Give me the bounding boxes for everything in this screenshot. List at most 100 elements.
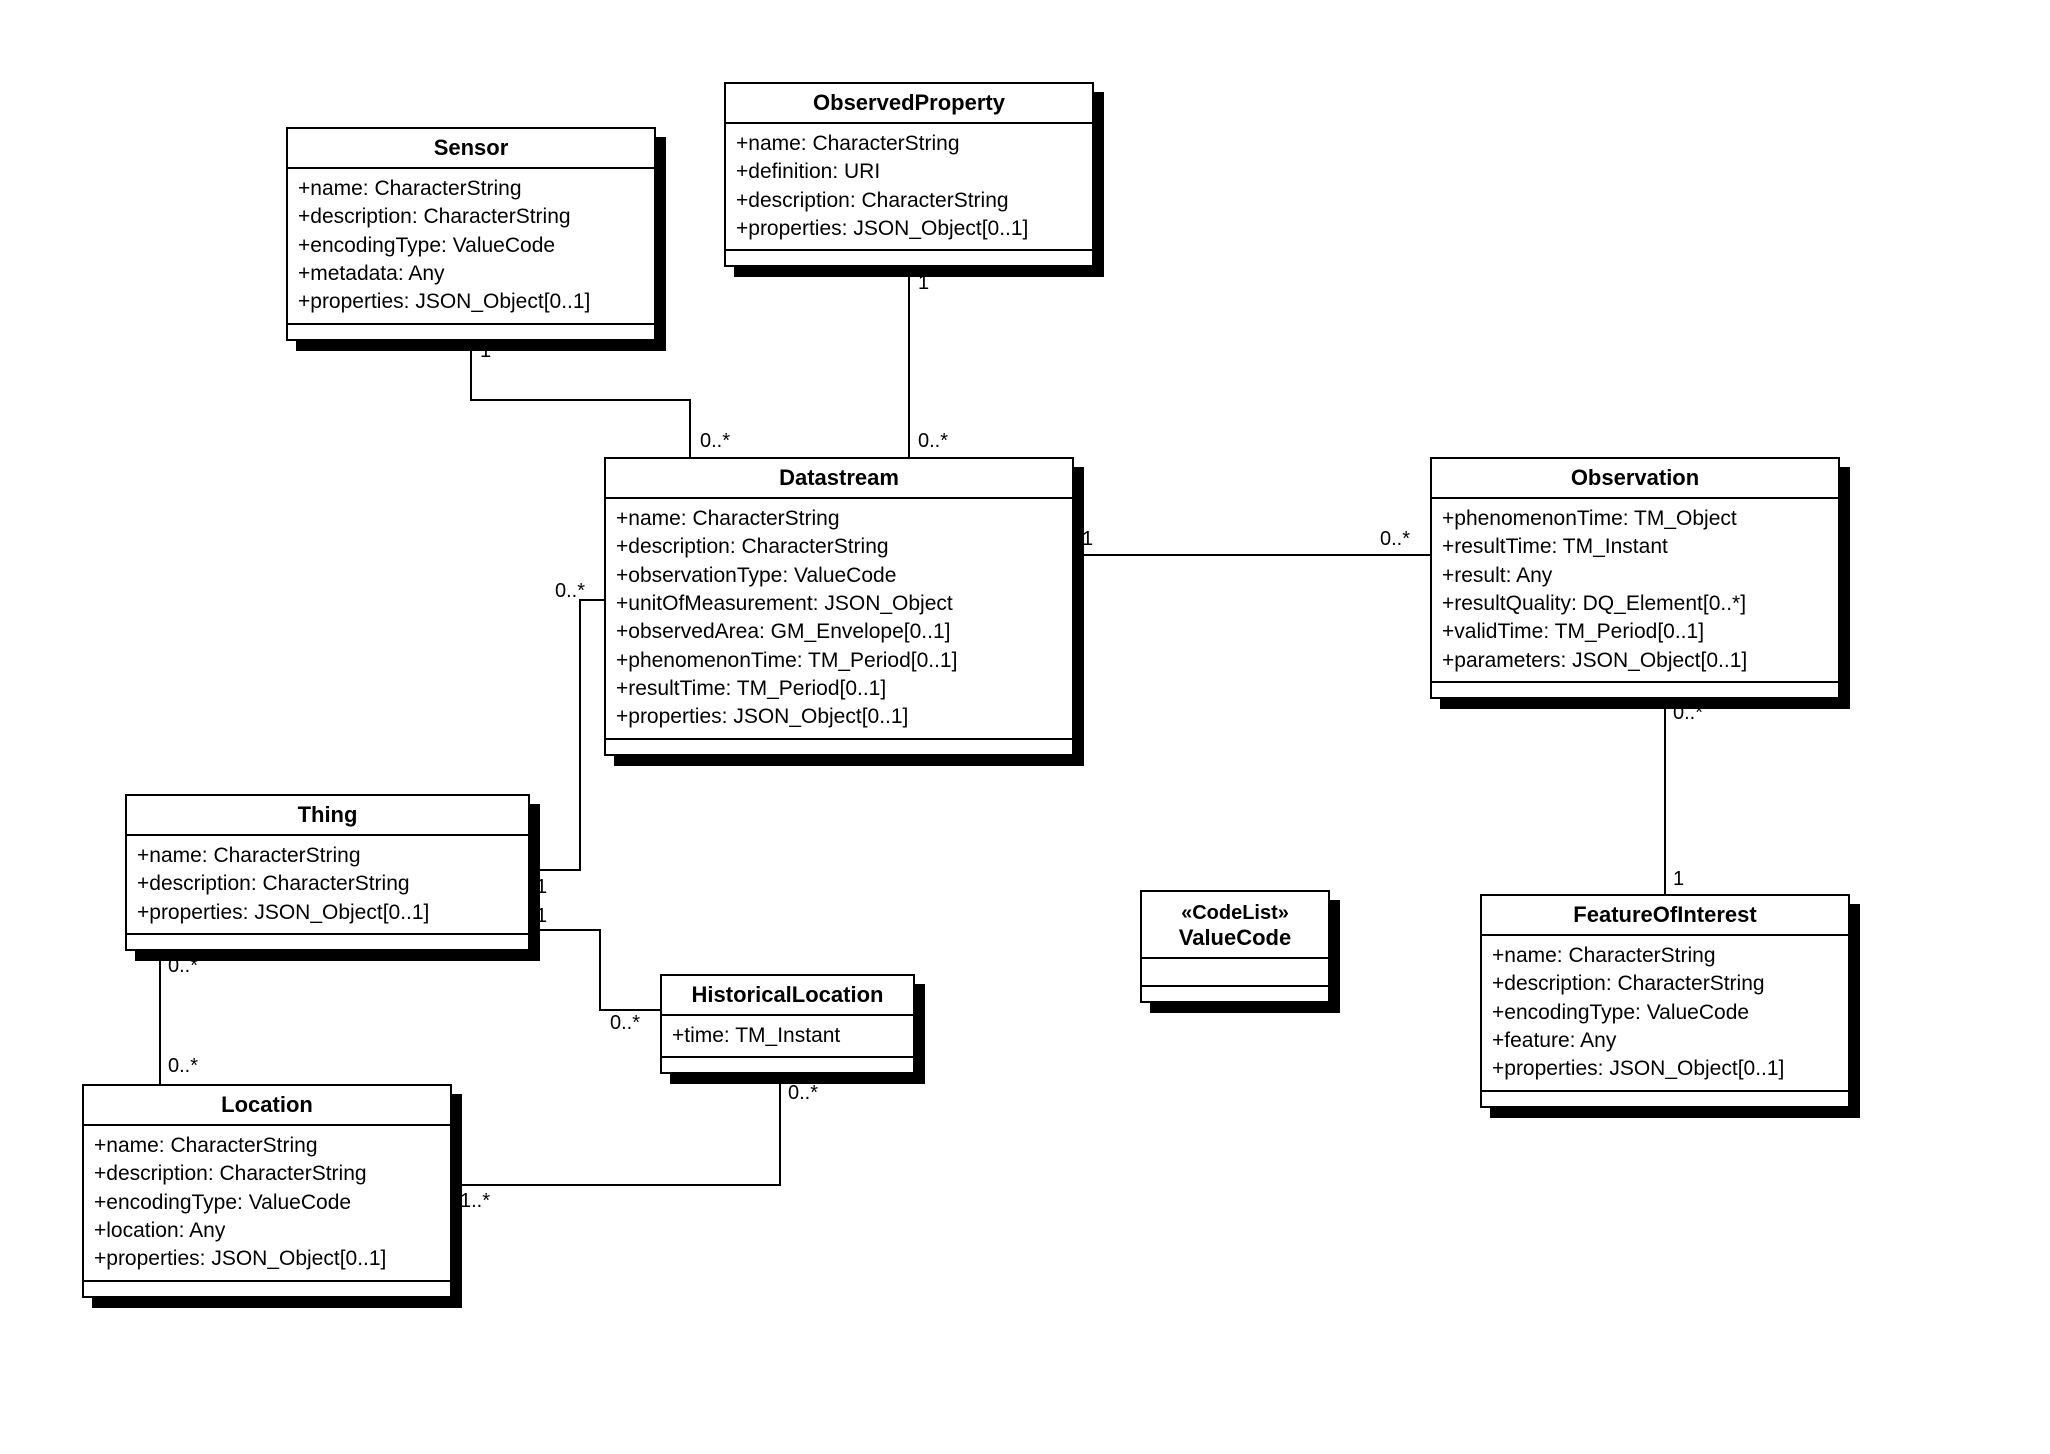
edge-thing-datastream	[530, 600, 604, 870]
class-attribute: +observedArea: GM_Envelope[0..1]	[616, 618, 1062, 646]
class-operations	[1142, 987, 1328, 1001]
edge-multiplicity: 0..*	[168, 1055, 198, 1078]
edge-multiplicity: 0..*	[610, 1012, 640, 1035]
edge-sensor-datastream	[471, 340, 690, 457]
class-operations	[726, 251, 1092, 265]
class-box: Location+name: CharacterString+descripti…	[82, 1084, 452, 1298]
class-attribute: +validTime: TM_Period[0..1]	[1442, 618, 1828, 646]
class-attribute: +properties: JSON_Object[0..1]	[736, 215, 1082, 243]
class-attributes: +time: TM_Instant	[662, 1016, 913, 1058]
edge-multiplicity: 1	[918, 272, 929, 295]
uml-diagram-canvas: Sensor+name: CharacterString+description…	[0, 0, 2050, 1454]
class-attribute: +properties: JSON_Object[0..1]	[298, 288, 644, 316]
class-attribute: +resultQuality: DQ_Element[0..*]	[1442, 590, 1828, 618]
class-title: Observation	[1432, 459, 1838, 499]
class-sensor: Sensor+name: CharacterString+description…	[286, 127, 656, 341]
class-attribute: +parameters: JSON_Object[0..1]	[1442, 647, 1828, 675]
class-attribute: +phenomenonTime: TM_Period[0..1]	[616, 647, 1062, 675]
edge-multiplicity: 0..*	[555, 580, 585, 603]
class-attribute: +properties: JSON_Object[0..1]	[1492, 1055, 1838, 1083]
edge-multiplicity: 0..*	[168, 955, 198, 978]
class-title: HistoricalLocation	[662, 976, 913, 1016]
edge-multiplicity: 1	[480, 340, 491, 363]
class-box: ObservedProperty+name: CharacterString+d…	[724, 82, 1094, 267]
class-operations	[606, 740, 1072, 754]
edge-multiplicity: 1..*	[460, 1190, 490, 1213]
edge-multiplicity: 0..*	[1380, 528, 1410, 551]
class-stereotype: «CodeList»	[1152, 898, 1318, 925]
class-box: HistoricalLocation +time: TM_Instant	[660, 974, 915, 1074]
class-attribute: +name: CharacterString	[137, 842, 518, 870]
edge-multiplicity: 1	[1082, 528, 1093, 551]
class-title: Thing	[127, 796, 528, 836]
class-title: ObservedProperty	[726, 84, 1092, 124]
class-attribute: +name: CharacterString	[298, 175, 644, 203]
edge-multiplicity: 1	[536, 905, 547, 928]
class-operations	[84, 1282, 450, 1296]
class-attribute: +description: CharacterString	[1492, 970, 1838, 998]
class-operations	[1432, 683, 1838, 697]
class-attributes: +phenomenonTime: TM_Object+resultTime: T…	[1432, 499, 1838, 683]
edge-multiplicity: 0..*	[788, 1082, 818, 1105]
class-attribute: +definition: URI	[736, 158, 1082, 186]
class-attribute: +name: CharacterString	[1492, 942, 1838, 970]
edge-location-historicalLocation	[452, 1080, 780, 1185]
class-attribute: +location: Any	[94, 1217, 440, 1245]
edge-multiplicity: 0..*	[918, 430, 948, 453]
edge-multiplicity: 1	[1673, 868, 1684, 891]
class-attribute: +properties: JSON_Object[0..1]	[616, 703, 1062, 731]
class-operations	[1482, 1092, 1848, 1106]
class-attribute: +name: CharacterString	[736, 130, 1082, 158]
class-attribute: +name: CharacterString	[616, 505, 1062, 533]
class-attributes: +name: CharacterString+definition: URI+d…	[726, 124, 1092, 251]
class-attribute: +resultTime: TM_Instant	[1442, 533, 1828, 561]
class-box: «CodeList»ValueCode	[1140, 890, 1330, 1003]
class-attributes: +name: CharacterString+description: Char…	[84, 1126, 450, 1282]
class-datastream: Datastream+name: CharacterString+descrip…	[604, 457, 1074, 756]
class-box: Observation+phenomenonTime: TM_Object+re…	[1430, 457, 1840, 699]
class-title: Datastream	[606, 459, 1072, 499]
class-valueCode: «CodeList»ValueCode	[1140, 890, 1330, 1003]
edge-multiplicity: 0..*	[1673, 702, 1703, 725]
class-attribute: +resultTime: TM_Period[0..1]	[616, 675, 1062, 703]
class-title-text: ValueCode	[1152, 925, 1318, 951]
class-operations	[662, 1058, 913, 1072]
class-attribute: +unitOfMeasurement: JSON_Object	[616, 590, 1062, 618]
class-attribute: +description: CharacterString	[298, 203, 644, 231]
class-title: FeatureOfInterest	[1482, 896, 1848, 936]
class-location: Location+name: CharacterString+descripti…	[82, 1084, 452, 1298]
class-attribute: +description: CharacterString	[94, 1160, 440, 1188]
class-box: FeatureOfInterest+name: CharacterString+…	[1480, 894, 1850, 1108]
class-featureOfInterest: FeatureOfInterest+name: CharacterString+…	[1480, 894, 1850, 1108]
class-title: «CodeList»ValueCode	[1142, 892, 1328, 959]
class-title: Location	[84, 1086, 450, 1126]
class-attribute: +properties: JSON_Object[0..1]	[94, 1245, 440, 1273]
class-observation: Observation+phenomenonTime: TM_Object+re…	[1430, 457, 1840, 699]
class-attribute: +observationType: ValueCode	[616, 562, 1062, 590]
class-title: Sensor	[288, 129, 654, 169]
class-attribute: +phenomenonTime: TM_Object	[1442, 505, 1828, 533]
class-attribute: +result: Any	[1442, 562, 1828, 590]
class-operations	[127, 935, 528, 949]
class-attribute: +description: CharacterString	[137, 870, 518, 898]
class-attribute: +properties: JSON_Object[0..1]	[137, 899, 518, 927]
edge-multiplicity: 0..*	[700, 430, 730, 453]
class-box: Datastream+name: CharacterString+descrip…	[604, 457, 1074, 756]
class-observedProperty: ObservedProperty+name: CharacterString+d…	[724, 82, 1094, 267]
class-attribute: +name: CharacterString	[94, 1132, 440, 1160]
class-attribute: +encodingType: ValueCode	[94, 1189, 440, 1217]
class-box: Thing +name: CharacterString+description:…	[125, 794, 530, 951]
class-attribute: +time: TM_Instant	[672, 1022, 903, 1050]
class-attribute: +metadata: Any	[298, 260, 644, 288]
edge-thing-historicalLocation	[530, 930, 660, 1010]
class-attribute: +encodingType: ValueCode	[298, 232, 644, 260]
class-attributes	[1142, 959, 1328, 987]
class-attribute: +description: CharacterString	[736, 187, 1082, 215]
class-box: Sensor+name: CharacterString+description…	[286, 127, 656, 341]
edge-multiplicity: 1	[536, 876, 547, 899]
class-attribute: +description: CharacterString	[616, 533, 1062, 561]
class-thing: Thing +name: CharacterString+description:…	[125, 794, 530, 951]
class-attributes: +name: CharacterString+description: Char…	[606, 499, 1072, 740]
class-attributes: +name: CharacterString+description: Char…	[288, 169, 654, 325]
class-attribute: +encodingType: ValueCode	[1492, 999, 1838, 1027]
